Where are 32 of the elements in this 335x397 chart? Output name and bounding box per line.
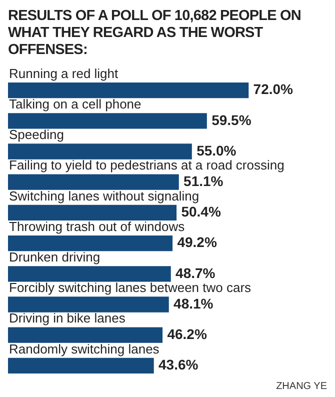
y-tick-label: Driving in bike lanes — [9, 310, 126, 326]
y-tick-label: Switching lanes without signaling — [9, 188, 200, 204]
bar — [8, 296, 169, 312]
y-tick-label: Talking on a cell phone — [9, 96, 142, 112]
bar — [8, 266, 171, 282]
bar — [8, 358, 154, 374]
y-tick-label: Forcibly switching lanes between two cars — [9, 280, 252, 296]
text: ZHANG YE — [275, 381, 327, 392]
y-tick-label: Randomly switching lanes — [9, 341, 160, 356]
bar — [8, 113, 207, 129]
data-label: 51.1% — [184, 172, 224, 189]
chart-title: RESULTS OF A POLL OF 10,682 PEOPLE ON WHAT THEY REGARD AS THE WORST OFFENSES: — [8, 8, 302, 59]
data-label: 46.2% — [167, 326, 208, 342]
data-label: 48.7% — [176, 264, 216, 281]
data-label: 72.0% — [253, 81, 294, 98]
y-tick-label: Drunken driving — [9, 249, 100, 264]
y-tick-label: Failing to yield to pedestrians at a road crossing — [9, 158, 284, 173]
y-tick-label: Speeding — [9, 127, 64, 142]
bar — [8, 144, 192, 160]
data-label: 48.1% — [174, 295, 214, 312]
data-label: 55.0% — [196, 142, 237, 158]
data-label: 50.4% — [181, 204, 222, 220]
data-label: 43.6% — [158, 356, 199, 373]
bar — [8, 204, 177, 221]
bar — [8, 235, 173, 252]
bar — [8, 327, 163, 343]
y-tick-label: Throwing trash out of windows — [9, 218, 186, 234]
data-label: 59.5% — [212, 112, 252, 128]
data-label: 49.2% — [177, 234, 218, 250]
bar — [8, 82, 249, 98]
bar — [8, 174, 179, 190]
y-tick-label: Running a red light — [9, 66, 119, 81]
